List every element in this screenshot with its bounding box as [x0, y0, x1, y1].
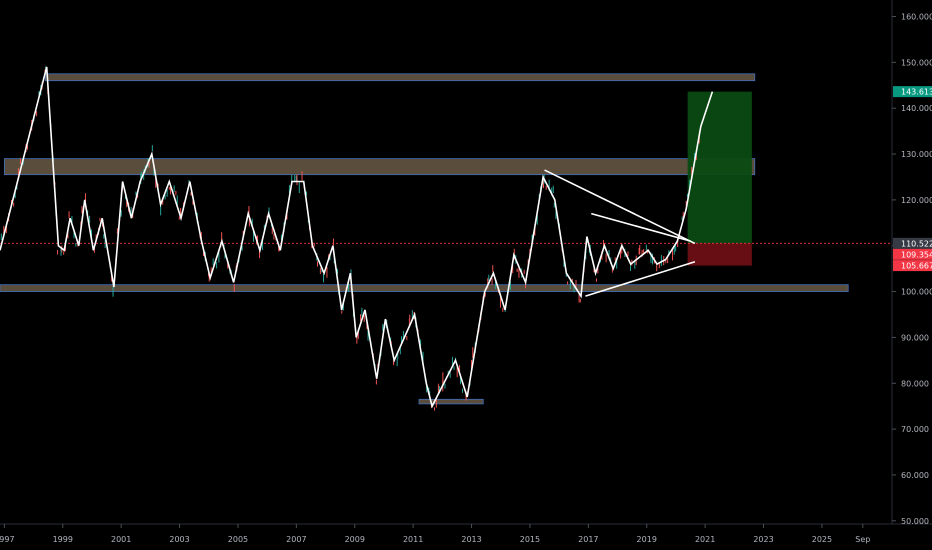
- x-tick-label: 2015: [520, 535, 540, 544]
- price-badge-label-1: 110.522: [901, 239, 932, 248]
- price-axis[interactable]: 160.000150.000140.000130.000120.000110.0…: [892, 13, 932, 526]
- x-tick-label: Sep: [855, 535, 870, 544]
- price-badge-1: [893, 237, 932, 249]
- y-tick-label: 60.000: [901, 471, 929, 480]
- zigzag-layer: [0, 66, 714, 409]
- trendlines-layer: [544, 169, 696, 297]
- trendline-2: [591, 212, 691, 242]
- x-tick-label: 1999: [53, 535, 73, 544]
- price-badges: 143.613 110.522 109.354 105.667: [893, 86, 932, 272]
- price-badge-label-3: 105.667: [901, 262, 932, 271]
- price-badge-2: [893, 248, 932, 260]
- price-badge-label-0: 143.613: [901, 88, 932, 97]
- zone-resistance-1: [3, 158, 756, 176]
- x-tick-label: 2019: [637, 535, 657, 544]
- y-tick-label: 70.000: [901, 425, 929, 434]
- zigzag-series: [0, 66, 714, 409]
- x-tick-label: 2003: [169, 535, 189, 544]
- y-tick-label: 160.000: [901, 13, 932, 22]
- y-tick-label: 130.000: [901, 150, 932, 159]
- zones-layer: [0, 73, 849, 405]
- zone-support-2: [0, 284, 849, 292]
- x-tick-label: 2025: [812, 535, 832, 544]
- x-tick-label: 2001: [111, 535, 131, 544]
- y-tick-label: 120.000: [901, 196, 932, 205]
- trendline-1: [585, 261, 696, 297]
- y-tick-label: 100.000: [901, 288, 932, 297]
- y-tick-label: 90.000: [901, 333, 929, 342]
- x-tick-label: 2017: [578, 535, 598, 544]
- price-badge-label-2: 109.354: [901, 250, 932, 259]
- y-tick-label: 80.000: [901, 379, 929, 388]
- x-tick-label: 2007: [286, 535, 306, 544]
- x-tick-label: 2023: [753, 535, 773, 544]
- zone-stop-5: [687, 243, 752, 266]
- y-tick-label: 140.000: [901, 104, 932, 113]
- y-tick-label: 50.000: [901, 517, 929, 526]
- x-tick-label: 1997: [0, 535, 15, 544]
- x-tick-label: 2005: [228, 535, 248, 544]
- zone-support-3: [418, 398, 484, 405]
- zone-resistance-0: [44, 73, 756, 82]
- y-tick-label: 150.000: [901, 58, 932, 67]
- x-tick-label: 2009: [345, 535, 365, 544]
- x-tick-label: 2013: [461, 535, 481, 544]
- x-tick-label: 2021: [695, 535, 715, 544]
- x-tick-label: 2011: [403, 535, 423, 544]
- trendline-0: [544, 169, 696, 245]
- zone-target-4: [687, 91, 752, 244]
- time-axis[interactable]: 1997 1999 2001 2003 2005 2007 2009 2011 2013 2015…: [0, 524, 870, 544]
- price-badge-0: [893, 86, 932, 98]
- price-badge-3: [893, 260, 932, 272]
